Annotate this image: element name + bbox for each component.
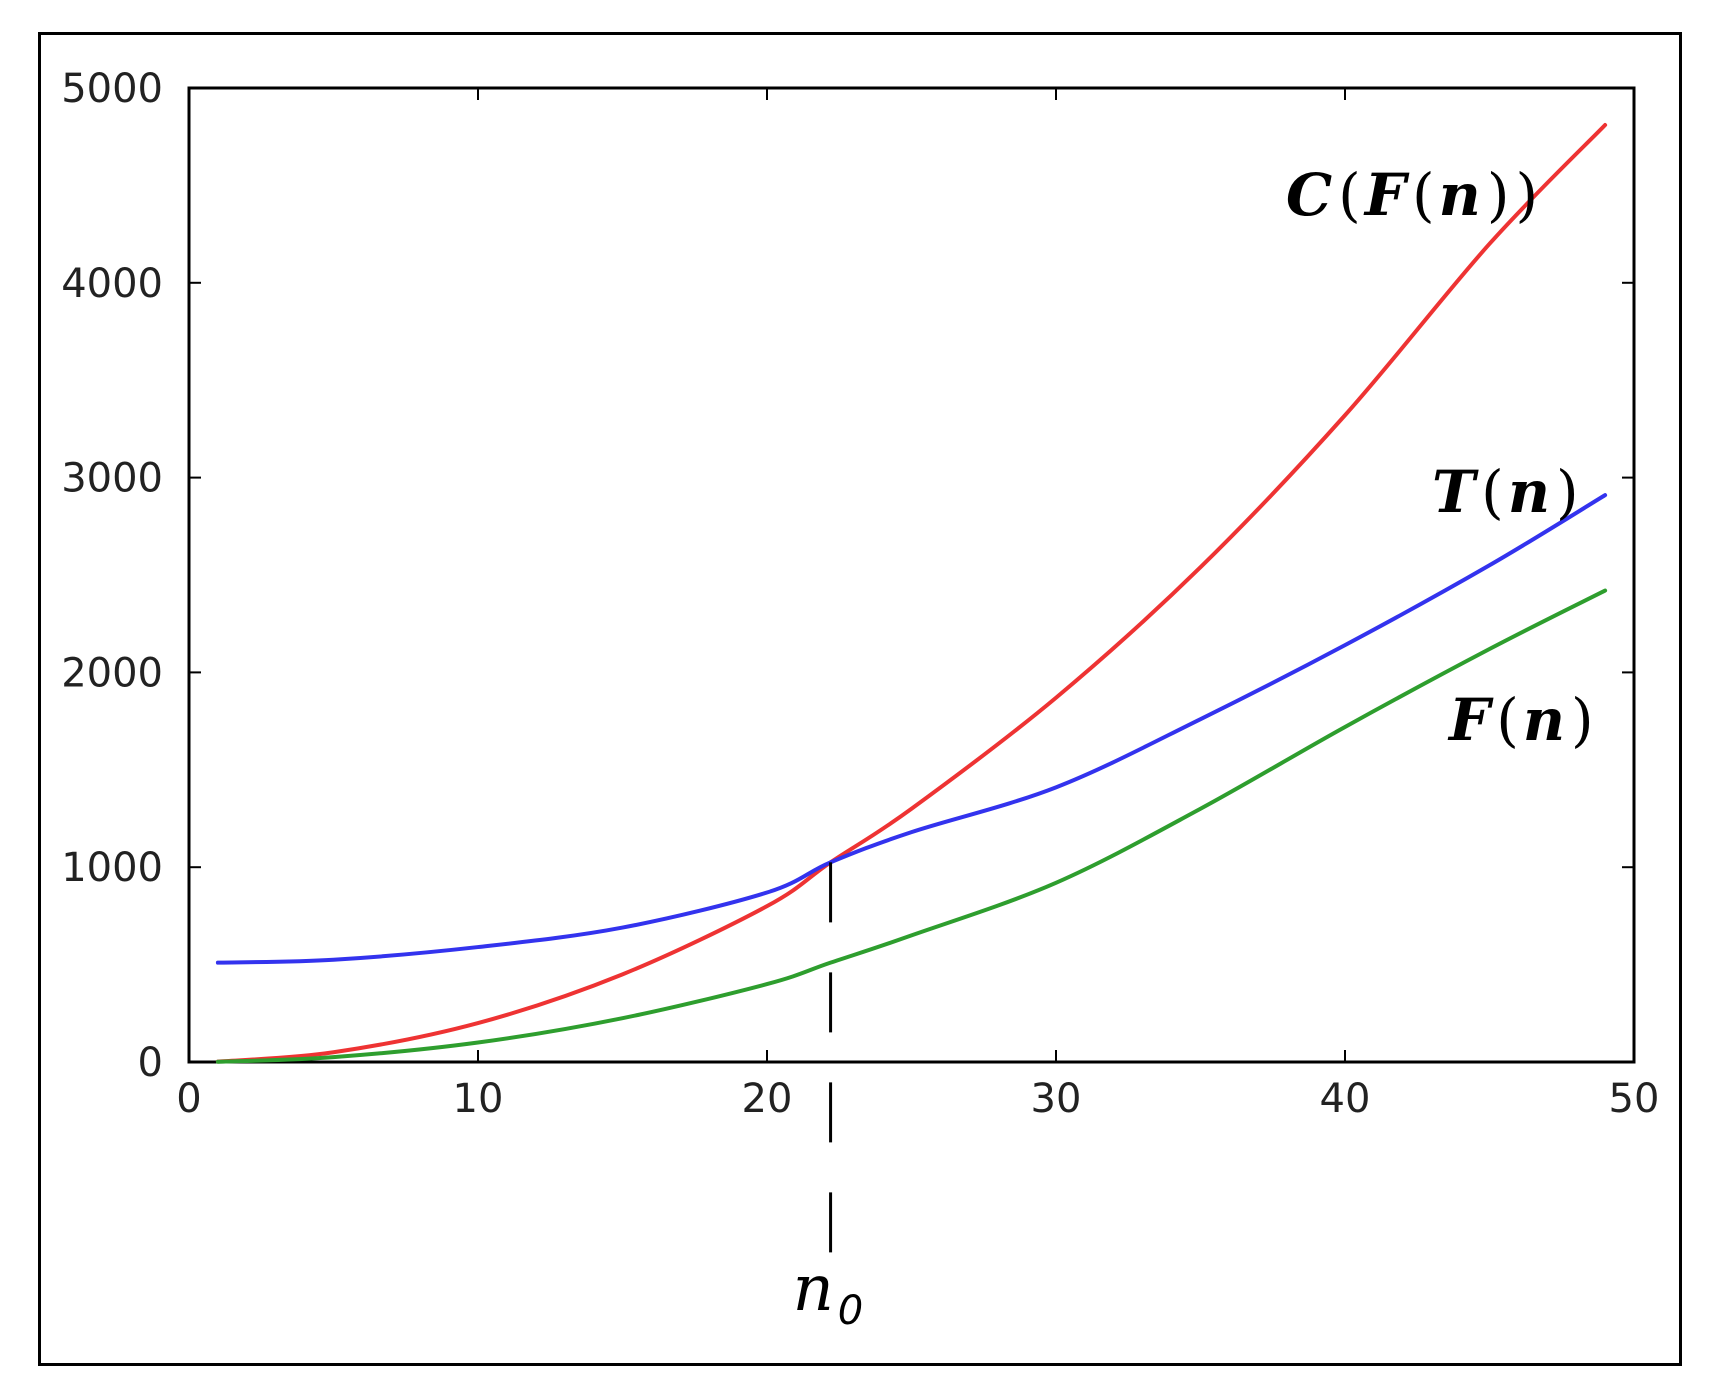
series-label: C (F (n)) [1286,161,1538,229]
series-label-part: ( [1338,161,1361,229]
series-line-tn [215,493,1608,965]
series-label-part: C [1286,161,1332,229]
x-tick-label: 30 [1031,1076,1082,1122]
n0-label-main: n [793,1252,834,1326]
ticks: 0 10 20 30 40 50 0 1000 2000 3000 4000 5000 [61,66,1659,1122]
series-label-part: ( [1412,161,1435,229]
series-line-cfn [215,123,1608,1064]
series-lines [215,123,1608,1064]
axes [187,86,1636,1064]
x-tick-label: 40 [1320,1076,1371,1122]
series-label-part: F [1363,161,1410,229]
series-label-part: ) [1556,458,1579,526]
x-tick-label: 50 [1609,1076,1660,1122]
series-labels: C (F (n))T (n)F (n) [1286,161,1594,754]
figure-frame [38,32,1682,1366]
series-label-part: ( [1496,686,1519,754]
y-tick-label: 3000 [61,456,163,502]
series-label-part: n [1523,686,1565,754]
x-tick-label: 10 [453,1076,504,1122]
y-tick-label: 2000 [61,650,163,696]
plot-area-border [187,86,1636,1064]
series-label-part: F [1447,686,1494,754]
x-tick-label: 20 [742,1076,793,1122]
series-label-part: n [1439,161,1481,229]
n0-label-subscript: 0 [838,1288,863,1334]
series-label-part: ) [1515,161,1538,229]
series-line-fn [215,588,1608,1064]
y-tick-label: 4000 [61,261,163,307]
y-tick-label: 5000 [61,66,163,112]
series-label: F (n) [1447,686,1594,754]
y-tick-label: 0 [138,1040,163,1086]
series-label-part: ( [1481,458,1504,526]
series-label-part: n [1508,458,1550,526]
series-label-part: ) [1487,161,1510,229]
y-tick-label: 1000 [61,845,163,891]
series-label: T (n) [1432,458,1579,526]
series-label-part: ) [1571,686,1594,754]
x-tick-label: 0 [176,1076,201,1122]
series-label-part: T [1432,458,1479,526]
